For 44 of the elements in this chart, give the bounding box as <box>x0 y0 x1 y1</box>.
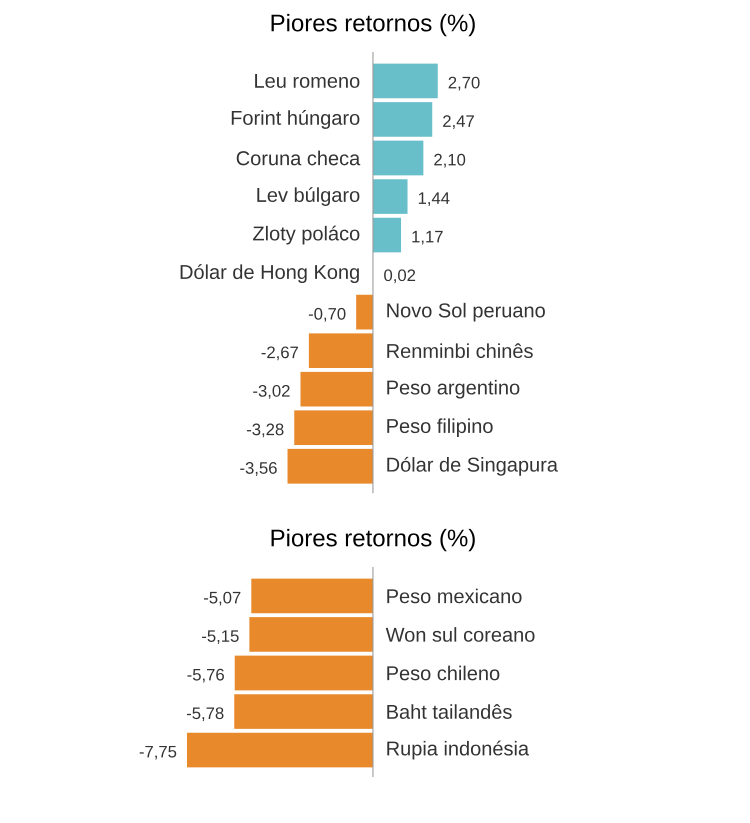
data-label: 2,10 <box>434 154 466 168</box>
bar <box>372 102 432 137</box>
data-label: -7,75 <box>140 746 176 760</box>
data-label: -0,70 <box>308 308 346 322</box>
data-label: -3,02 <box>253 384 290 399</box>
data-label: -2,67 <box>262 346 298 360</box>
y-tick-label: Won sul coreano <box>386 627 535 642</box>
chart-title: Piores retornos (%) <box>272 14 475 36</box>
data-label: -5,78 <box>186 707 224 722</box>
y-tick-label: Dólar de Singapura <box>387 456 558 476</box>
y-tick-label: Lev búlgaro <box>257 187 360 206</box>
data-label: -3,56 <box>240 462 277 476</box>
data-label: -5,76 <box>187 668 224 683</box>
chart-title: Piores retornos (%) <box>272 528 475 552</box>
y-tick-label: Forint húngaro <box>232 110 360 129</box>
y-tick-label: Dólar de Hong Kong <box>180 264 359 284</box>
y-tick-label: Peso mexicano <box>387 588 522 604</box>
bar <box>300 372 373 407</box>
y-tick-label: Coruna checa <box>236 150 360 166</box>
y-tick-label: Leu romeno <box>255 74 360 88</box>
y-tick-label: Rupia indonésia <box>387 740 530 760</box>
data-label: -5,15 <box>202 630 239 644</box>
bar <box>372 140 424 176</box>
bar <box>372 64 438 98</box>
bar <box>308 333 373 368</box>
y-tick-label: Peso chileno <box>387 666 500 680</box>
y-tick-label: Zloty poláco <box>253 226 360 244</box>
data-label: 2,70 <box>448 76 480 90</box>
bar <box>372 218 402 252</box>
data-label: 1,44 <box>418 192 450 206</box>
bar <box>294 410 373 446</box>
bar <box>372 179 408 214</box>
y-tick-label: Baht tailandês <box>387 704 512 719</box>
y-tick-label: Novo Sol peruano <box>387 302 545 322</box>
bar <box>356 294 373 330</box>
y-tick-label: Peso argentino <box>387 380 520 399</box>
y-tick-label: Peso filipino <box>387 418 493 438</box>
data-label: 2,47 <box>443 115 474 130</box>
data-label: 1,17 <box>412 230 443 245</box>
data-label: -5,07 <box>204 592 240 606</box>
data-label: -3,28 <box>246 424 284 438</box>
y-tick-label: Renminbi chinês <box>387 343 533 358</box>
data-label: 0,02 <box>384 269 416 284</box>
bar <box>288 448 373 484</box>
